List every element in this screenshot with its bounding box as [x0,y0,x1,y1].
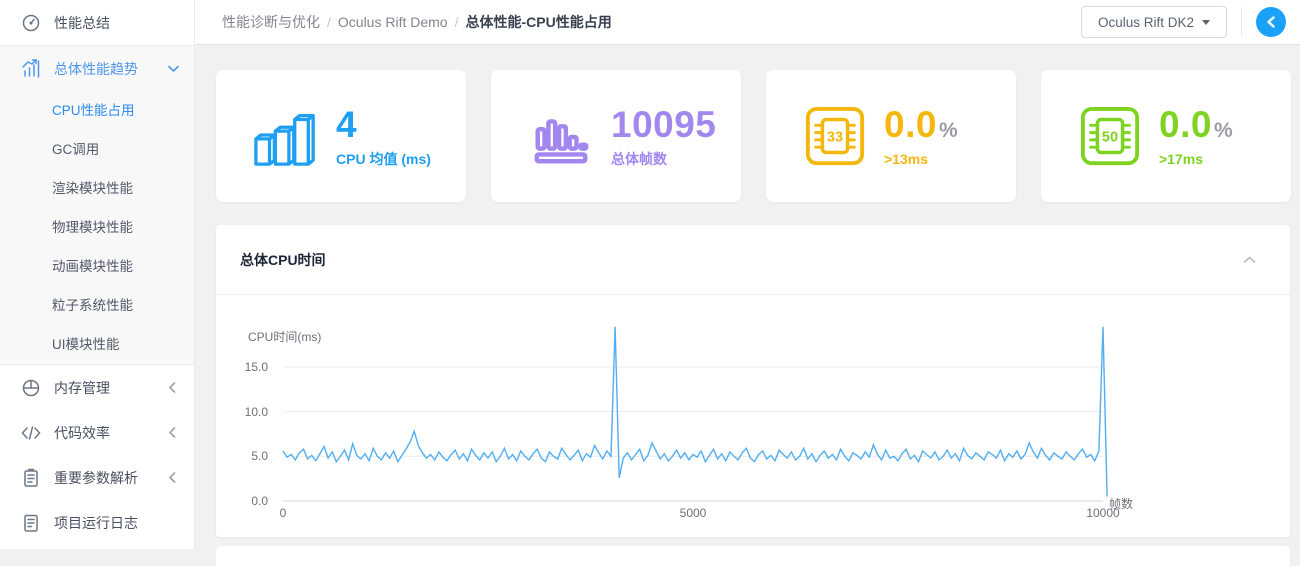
stat-value: 0.0 [884,103,937,145]
sidebar-item-label: 重要参数解析 [54,469,138,486]
sidebar: 性能总结 总体性能趋势 CPU性能占用 GC调用 渲染模块性能 物理模块性能 动… [0,0,195,549]
chevron-left-icon [168,382,180,394]
stat-value: 0.0 [1159,103,1212,145]
stat-card-over-13ms: 33 0.0 % >13ms [766,70,1016,202]
x-axis-title: 帧数 [1109,497,1134,511]
device-selector-value: Oculus Rift DK2 [1097,14,1194,30]
chip-number: 33 [827,129,843,145]
cpu-time-chart-panel: 总体CPU时间 CPU时间(ms) 帧数 15.0 10.0 5.0 0.0 0 5000… [216,225,1290,537]
sidebar-item-label: 内存管理 [54,379,110,396]
device-selector-dropdown[interactable]: Oculus Rift DK2 [1080,6,1227,38]
sidebar-item-key-parameters[interactable]: 重要参数解析 [0,455,194,500]
trend-chart-icon [20,58,42,80]
stat-label: >17ms [1159,150,1203,167]
x-tick-label: 5000 [679,506,707,520]
chevron-left-icon [1266,16,1276,28]
sidebar-item-overall-performance-trend[interactable]: 总体性能趋势 [0,46,194,91]
pie-chart-icon [20,377,42,399]
y-tick-label: 15.0 [244,360,268,374]
bars-3d-icon [254,104,318,168]
sidebar-subitem-gc-calls[interactable]: GC调用 [52,142,100,157]
caret-down-icon [1202,19,1210,25]
stat-cards-row: 4 CPU 均值 (ms) 10095 总体帧数 [195,45,1300,202]
divider [1241,7,1242,37]
breadcrumb-item[interactable]: Oculus Rift Demo [337,14,448,30]
sidebar-subitem-ui-module[interactable]: UI模块性能 [52,337,120,352]
topbar-actions: Oculus Rift DK2 [1080,6,1288,38]
cpu-chip-icon: 33 [804,105,866,167]
chevron-up-icon[interactable] [1243,255,1256,264]
panel-header: 总体CPU时间 [216,225,1290,295]
sidebar-subitem-particle-system[interactable]: 粒子系统性能 [52,298,133,313]
chevron-left-icon [168,427,180,439]
x-tick-label: 0 [279,506,287,520]
gauge-icon [20,12,42,34]
chip-number: 50 [1102,129,1118,145]
breadcrumb: 性能诊断与优化 / Oculus Rift Demo / 总体性能-CPU性能占… [222,12,612,32]
panel-title: 总体CPU时间 [240,251,326,268]
cpu-time-series-line [282,326,1108,497]
breadcrumb-separator: / [327,14,331,30]
histogram-icon [529,104,593,168]
y-axis-title: CPU时间(ms) [248,330,322,344]
sidebar-item-label: 性能总结 [54,14,110,31]
stat-card-cpu-mean: 4 CPU 均值 (ms) [216,70,466,202]
stat-unit: % [1213,118,1233,142]
stat-card-over-17ms: 50 0.0 % >17ms [1041,70,1291,202]
chevron-down-icon [168,63,180,75]
cpu-chip-icon: 50 [1079,105,1141,167]
stat-label: >13ms [884,150,928,167]
sidebar-subitem-animation-module[interactable]: 动画模块性能 [52,259,133,274]
code-icon [20,422,42,444]
y-tick-label: 0.0 [251,494,268,508]
sidebar-item-performance-summary[interactable]: 性能总结 [0,0,194,45]
breadcrumb-item[interactable]: 性能诊断与优化 [222,14,320,30]
stat-label: CPU 均值 (ms) [336,150,431,167]
sidebar-subitem-physics-module[interactable]: 物理模块性能 [52,220,133,235]
sidebar-item-code-efficiency[interactable]: 代码效率 [0,410,194,455]
main-content: 4 CPU 均值 (ms) 10095 总体帧数 [195,45,1300,566]
sidebar-item-project-run-log[interactable]: 项目运行日志 [0,500,194,545]
stat-unit: % [938,118,958,142]
stat-value: 10095 [611,103,717,145]
stat-label: 总体帧数 [611,150,667,167]
sidebar-group-overall-trend: 总体性能趋势 CPU性能占用 GC调用 渲染模块性能 物理模块性能 动画模块性能… [0,45,194,365]
breadcrumb-separator: / [454,14,459,30]
y-tick-label: 5.0 [251,449,268,464]
log-icon [20,512,42,534]
sidebar-item-label: 代码效率 [54,424,110,441]
next-panel-edge [216,546,1290,566]
sidebar-item-memory-management[interactable]: 内存管理 [0,365,194,410]
sidebar-item-label: 项目运行日志 [54,514,138,531]
sidebar-subitem-render-module[interactable]: 渲染模块性能 [52,181,133,196]
stat-card-total-frames: 10095 总体帧数 [491,70,741,202]
collapse-sidebar-button[interactable] [1256,7,1286,37]
x-tick-label: 10000 [1086,506,1120,520]
chevron-left-icon [168,472,180,484]
breadcrumb-current-page: 总体性能-CPU性能占用 [465,14,612,30]
clipboard-icon [20,467,42,489]
stat-value: 4 [336,103,358,145]
y-tick-label: 10.0 [244,404,268,419]
sidebar-item-label: 总体性能趋势 [54,60,138,77]
sidebar-subitem-cpu-usage[interactable]: CPU性能占用 [52,103,135,118]
topbar: 性能诊断与优化 / Oculus Rift Demo / 总体性能-CPU性能占… [195,0,1300,45]
